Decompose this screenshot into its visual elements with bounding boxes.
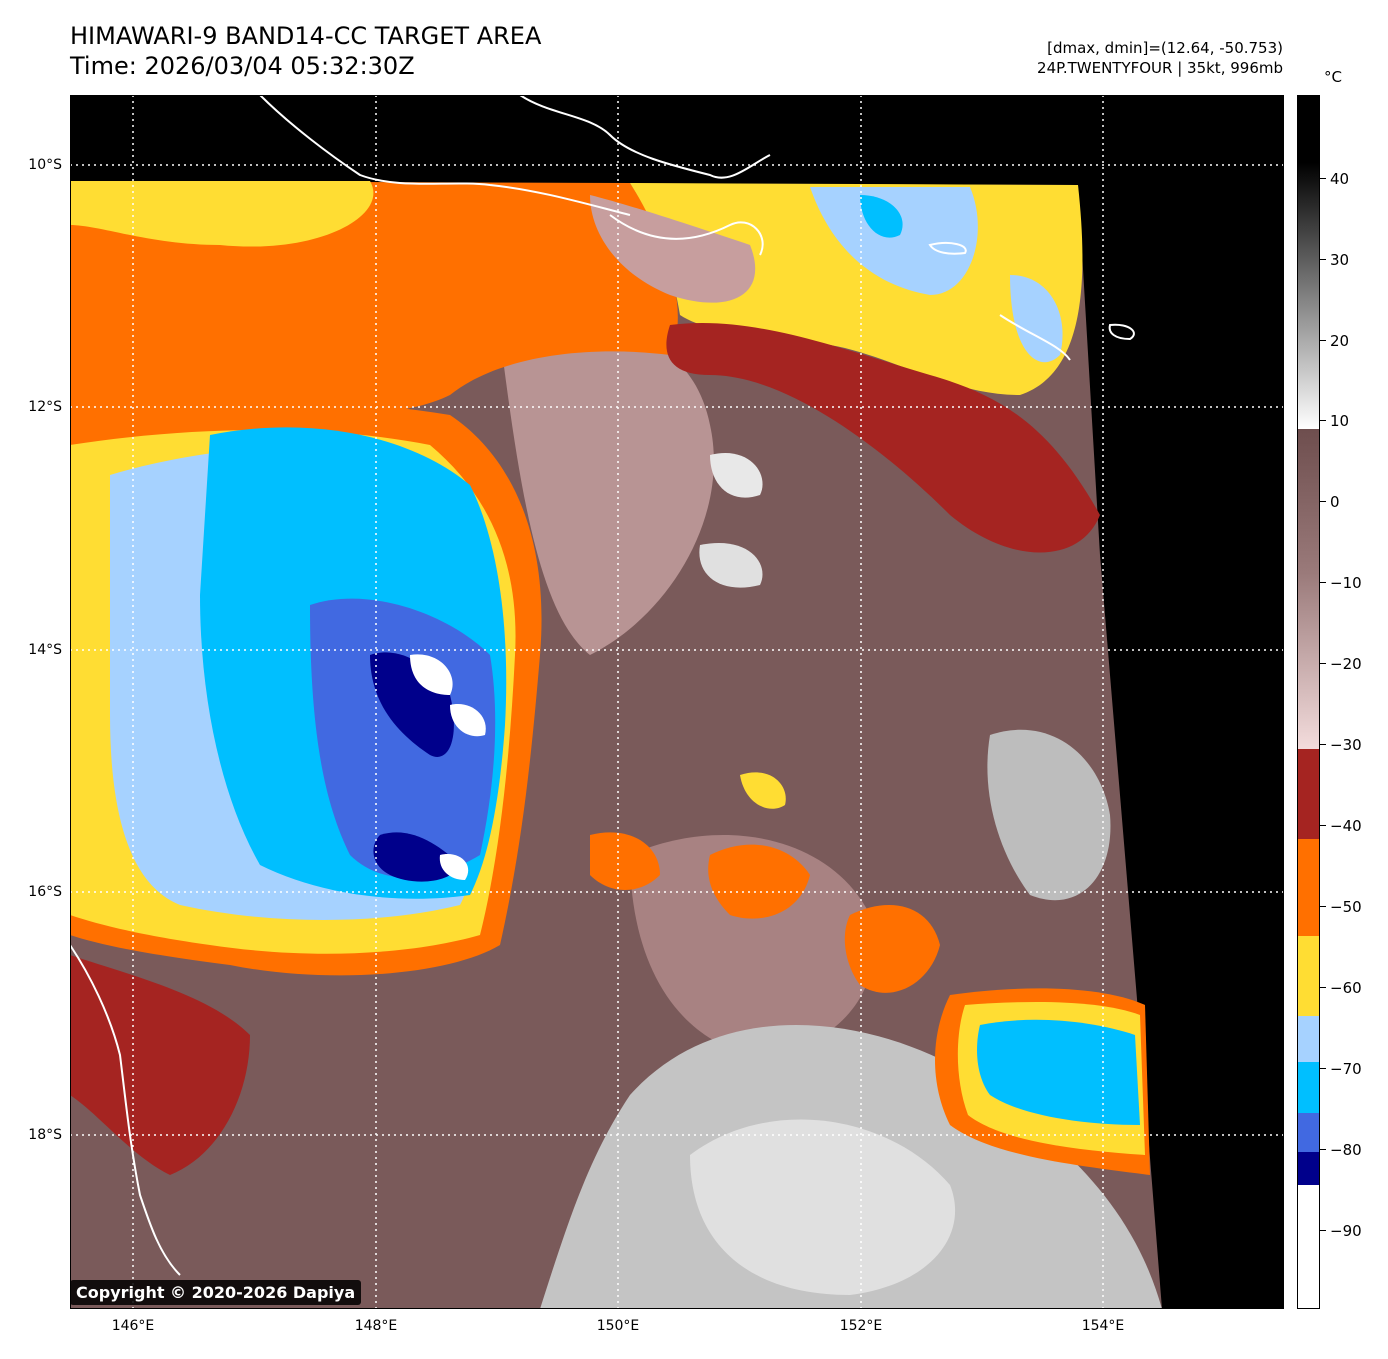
cb-tick bbox=[1320, 1068, 1326, 1069]
cb-label-minus50: −50 bbox=[1330, 898, 1362, 916]
cb-label-20: 20 bbox=[1330, 332, 1350, 350]
cb-tick bbox=[1320, 744, 1326, 745]
timestamp: Time: 2026/03/04 05:32:30Z bbox=[70, 52, 415, 80]
lat-label-16s: 16°S bbox=[28, 884, 62, 900]
cb-label-40: 40 bbox=[1330, 170, 1350, 188]
lon-label-148e: 148°E bbox=[354, 1318, 398, 1334]
lon-label-150e: 150°E bbox=[596, 1318, 640, 1334]
lat-label-14s: 14°S bbox=[28, 642, 62, 658]
cb-tick bbox=[1320, 259, 1326, 260]
cb-tick bbox=[1320, 987, 1326, 988]
storm-info: 24P.TWENTYFOUR | 35kt, 996mb bbox=[1037, 59, 1283, 77]
cb-label-0: 0 bbox=[1330, 493, 1340, 511]
cb-tick bbox=[1320, 1230, 1326, 1231]
data-range: [dmax, dmin]=(12.64, -50.753) bbox=[1047, 39, 1283, 57]
cb-label-minus90: −90 bbox=[1330, 1222, 1362, 1240]
copyright-label: Copyright © 2020-2026 Dapiya bbox=[70, 1280, 362, 1305]
cb-label-minus10: −10 bbox=[1330, 574, 1362, 592]
colorbar-orange bbox=[1298, 839, 1319, 936]
cb-label-minus80: −80 bbox=[1330, 1141, 1362, 1159]
chart-title: HIMAWARI-9 BAND14-CC TARGET AREA bbox=[70, 22, 542, 50]
colorbar-yellow bbox=[1298, 936, 1319, 1016]
cb-label-minus70: −70 bbox=[1330, 1060, 1362, 1078]
satellite-imagery bbox=[70, 95, 1284, 1309]
cb-tick bbox=[1320, 663, 1326, 664]
cb-label-minus40: −40 bbox=[1330, 817, 1362, 835]
cb-label-30: 30 bbox=[1330, 251, 1350, 269]
cb-label-10: 10 bbox=[1330, 412, 1350, 430]
cb-label-minus30: −30 bbox=[1330, 736, 1362, 754]
satellite-image bbox=[70, 95, 1284, 1309]
colorbar-cyan bbox=[1298, 1062, 1319, 1113]
cb-tick bbox=[1320, 178, 1326, 179]
lon-label-154e: 154°E bbox=[1081, 1318, 1125, 1334]
lat-label-12s: 12°S bbox=[28, 399, 62, 415]
cb-label-minus60: −60 bbox=[1330, 979, 1362, 997]
cb-tick bbox=[1320, 340, 1326, 341]
colorbar-gray-ramp bbox=[1298, 96, 1319, 429]
colorbar-white bbox=[1298, 1185, 1319, 1308]
colorbar-light-blue bbox=[1298, 1016, 1319, 1062]
lon-label-152e: 152°E bbox=[839, 1318, 883, 1334]
colorbar-navy bbox=[1298, 1152, 1319, 1185]
cb-tick bbox=[1320, 825, 1326, 826]
cb-tick bbox=[1320, 906, 1326, 907]
colorbar-unit: °C bbox=[1324, 68, 1342, 86]
colorbar-brown-ramp bbox=[1298, 429, 1319, 749]
cb-tick bbox=[1320, 420, 1326, 421]
cb-tick bbox=[1320, 1149, 1326, 1150]
cb-tick bbox=[1320, 582, 1326, 583]
cb-label-minus20: −20 bbox=[1330, 655, 1362, 673]
cb-tick bbox=[1320, 501, 1326, 502]
colorbar-dark-red bbox=[1298, 749, 1319, 839]
colorbar-royal-blue bbox=[1298, 1113, 1319, 1152]
graticule bbox=[70, 95, 1284, 1309]
lon-label-146e: 146°E bbox=[111, 1318, 155, 1334]
lat-label-10s: 10°S bbox=[28, 157, 62, 173]
lat-label-18s: 18°S bbox=[28, 1127, 62, 1143]
colorbar bbox=[1297, 95, 1320, 1309]
